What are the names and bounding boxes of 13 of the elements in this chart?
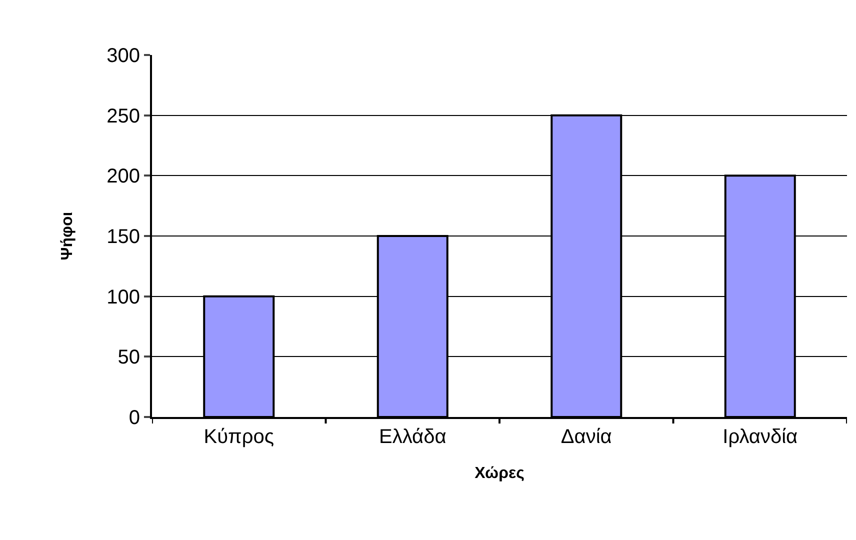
y-tick-label: 100 xyxy=(106,286,140,308)
y-tick-label: 150 xyxy=(106,226,140,248)
y-tick-label: 50 xyxy=(118,346,140,369)
y-tick-label: 0 xyxy=(128,407,140,429)
y-tick-label: 300 xyxy=(106,45,140,67)
x-axis-title: Χώρες xyxy=(474,465,524,482)
y-tick-label: 200 xyxy=(106,166,140,188)
y-axis-title: Ψήφοι xyxy=(59,212,76,260)
x-tick-label: Ελλάδα xyxy=(378,426,446,448)
x-tick-label: Ιρλανδία xyxy=(722,426,798,448)
x-tick-label: Δανία xyxy=(560,426,612,448)
x-tick-label: Κύπρος xyxy=(204,426,274,448)
y-tick-label: 250 xyxy=(106,105,140,128)
